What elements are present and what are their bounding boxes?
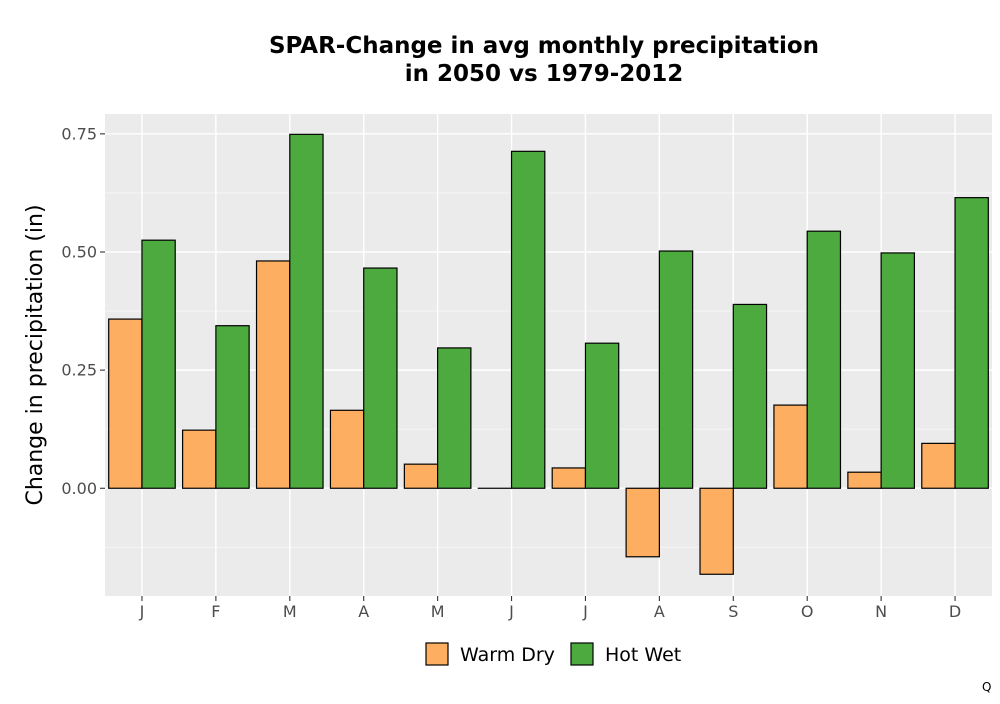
x-tick-label: A: [358, 602, 369, 621]
bar-hot-wet: [512, 151, 545, 488]
bar-warm-dry: [626, 488, 659, 557]
x-tick-label: N: [875, 602, 887, 621]
x-tick-label: D: [949, 602, 961, 621]
y-tick-label: 0.00: [61, 479, 97, 498]
x-tick-label: A: [654, 602, 665, 621]
bar-warm-dry: [848, 472, 881, 488]
bar-warm-dry: [774, 405, 807, 488]
bar-warm-dry: [700, 488, 733, 574]
bar-hot-wet: [659, 251, 692, 488]
bar-warm-dry: [330, 410, 363, 488]
x-tick-label: M: [283, 602, 297, 621]
y-axis-label: Change in precipitation (in): [23, 204, 48, 505]
y-tick-label: 0.50: [61, 242, 97, 261]
bar-hot-wet: [955, 198, 988, 489]
legend-label: Warm Dry: [460, 644, 555, 666]
legend: Warm Dry Hot Wet: [426, 643, 681, 666]
legend-key-warm-dry: [426, 643, 448, 665]
bar-hot-wet: [807, 231, 840, 488]
bar-hot-wet: [290, 134, 323, 488]
bar-hot-wet: [733, 304, 766, 488]
bar-warm-dry: [922, 443, 955, 488]
bar-warm-dry: [404, 464, 437, 488]
x-tick-label: J: [582, 602, 588, 621]
x-tick-label: J: [139, 602, 145, 621]
bar-hot-wet: [585, 343, 618, 488]
y-tick-label: 0.25: [61, 361, 97, 380]
title-line-1: SPAR-Change in avg monthly precipitation: [269, 33, 819, 59]
bar-warm-dry: [183, 430, 216, 488]
bar-warm-dry: [552, 468, 585, 488]
chart-title: SPAR-Change in avg monthly precipitation…: [269, 33, 819, 87]
y-tick-label: 0.75: [61, 124, 97, 143]
title-line-2: in 2050 vs 1979-2012: [405, 61, 684, 87]
bar-hot-wet: [881, 253, 914, 488]
corner-mark: Q: [982, 680, 991, 694]
bar-hot-wet: [216, 326, 249, 489]
x-tick-label: J: [508, 602, 514, 621]
y-axis: 0.00 0.25 0.50 0.75: [61, 124, 105, 497]
x-tick-label: S: [728, 602, 738, 621]
bar-warm-dry: [109, 319, 142, 488]
bar-hot-wet: [142, 240, 175, 488]
legend-key-hot-wet: [571, 643, 593, 665]
legend-label: Hot Wet: [605, 644, 681, 666]
x-tick-label: O: [801, 602, 814, 621]
x-tick-label: F: [211, 602, 220, 621]
bar-hot-wet: [364, 268, 397, 488]
bar-hot-wet: [438, 348, 471, 488]
x-tick-label: M: [431, 602, 445, 621]
bar-warm-dry: [257, 261, 290, 488]
